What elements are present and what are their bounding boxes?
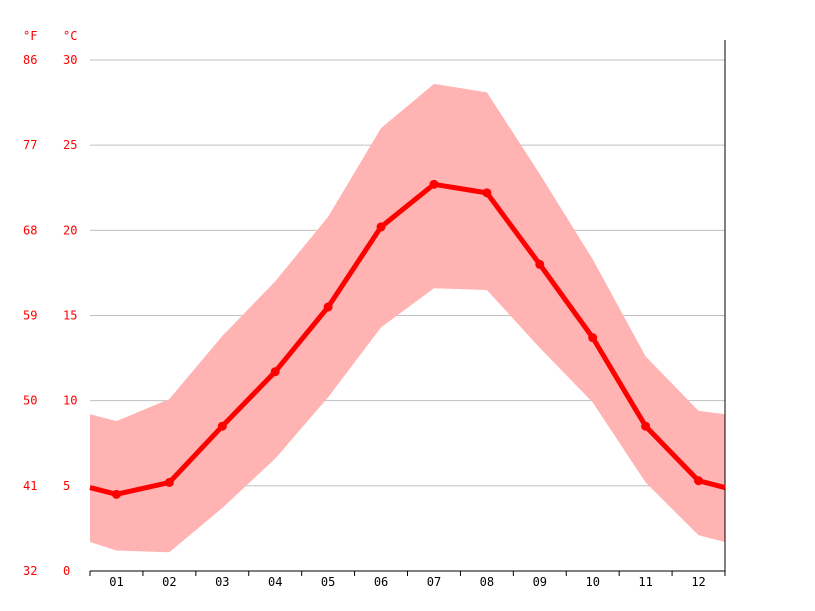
fahrenheit-tick-label: 59	[23, 309, 37, 323]
celsius-tick-label: 10	[63, 394, 77, 408]
data-point-01	[111, 489, 121, 499]
data-point-04	[270, 367, 280, 377]
fahrenheit-tick-label: 68	[23, 223, 37, 237]
fahrenheit-tick-label: 41	[23, 479, 37, 493]
data-point-10	[588, 333, 598, 343]
fahrenheit-tick-label: 32	[23, 564, 37, 578]
data-point-12	[694, 476, 704, 486]
y-axis-labels: °F °C 32 0 41 5 50 10 59 15 68 20 77 25 86 30	[23, 29, 77, 578]
data-point-02	[164, 477, 174, 487]
data-points	[111, 179, 704, 499]
data-point-06	[376, 222, 386, 232]
data-point-08	[482, 188, 492, 198]
celsius-tick-label: 20	[63, 223, 77, 237]
temperature-range-band	[90, 83, 725, 553]
data-point-11	[641, 421, 651, 431]
month-label-10: 10	[585, 575, 599, 589]
fahrenheit-tick-label: 77	[23, 138, 37, 152]
data-point-09	[535, 259, 545, 269]
month-label-03: 03	[215, 575, 229, 589]
fahrenheit-tick-label: 86	[23, 53, 37, 67]
month-label-04: 04	[268, 575, 282, 589]
month-label-11: 11	[638, 575, 652, 589]
celsius-tick-label: 5	[63, 479, 70, 493]
data-point-07	[429, 179, 439, 189]
month-label-12: 12	[691, 575, 705, 589]
month-label-07: 07	[427, 575, 441, 589]
mean-temperature-line	[89, 181, 726, 497]
month-label-02: 02	[162, 575, 176, 589]
fahrenheit-unit-label: °F	[23, 29, 37, 43]
x-axis-labels: 01 02 03 04 05 06 07 08 09 10 11 12	[109, 575, 706, 589]
celsius-tick-label: 0	[63, 564, 70, 578]
month-label-09: 09	[533, 575, 547, 589]
axes	[89, 40, 726, 576]
month-label-05: 05	[321, 575, 335, 589]
celsius-tick-label: 15	[63, 309, 77, 323]
month-label-01: 01	[109, 575, 123, 589]
month-label-08: 08	[480, 575, 494, 589]
month-label-06: 06	[374, 575, 388, 589]
data-point-05	[323, 302, 333, 312]
celsius-tick-label: 30	[63, 53, 77, 67]
celsius-tick-label: 25	[63, 138, 77, 152]
celsius-unit-label: °C	[63, 29, 77, 43]
fahrenheit-tick-label: 50	[23, 394, 37, 408]
data-point-03	[217, 421, 227, 431]
